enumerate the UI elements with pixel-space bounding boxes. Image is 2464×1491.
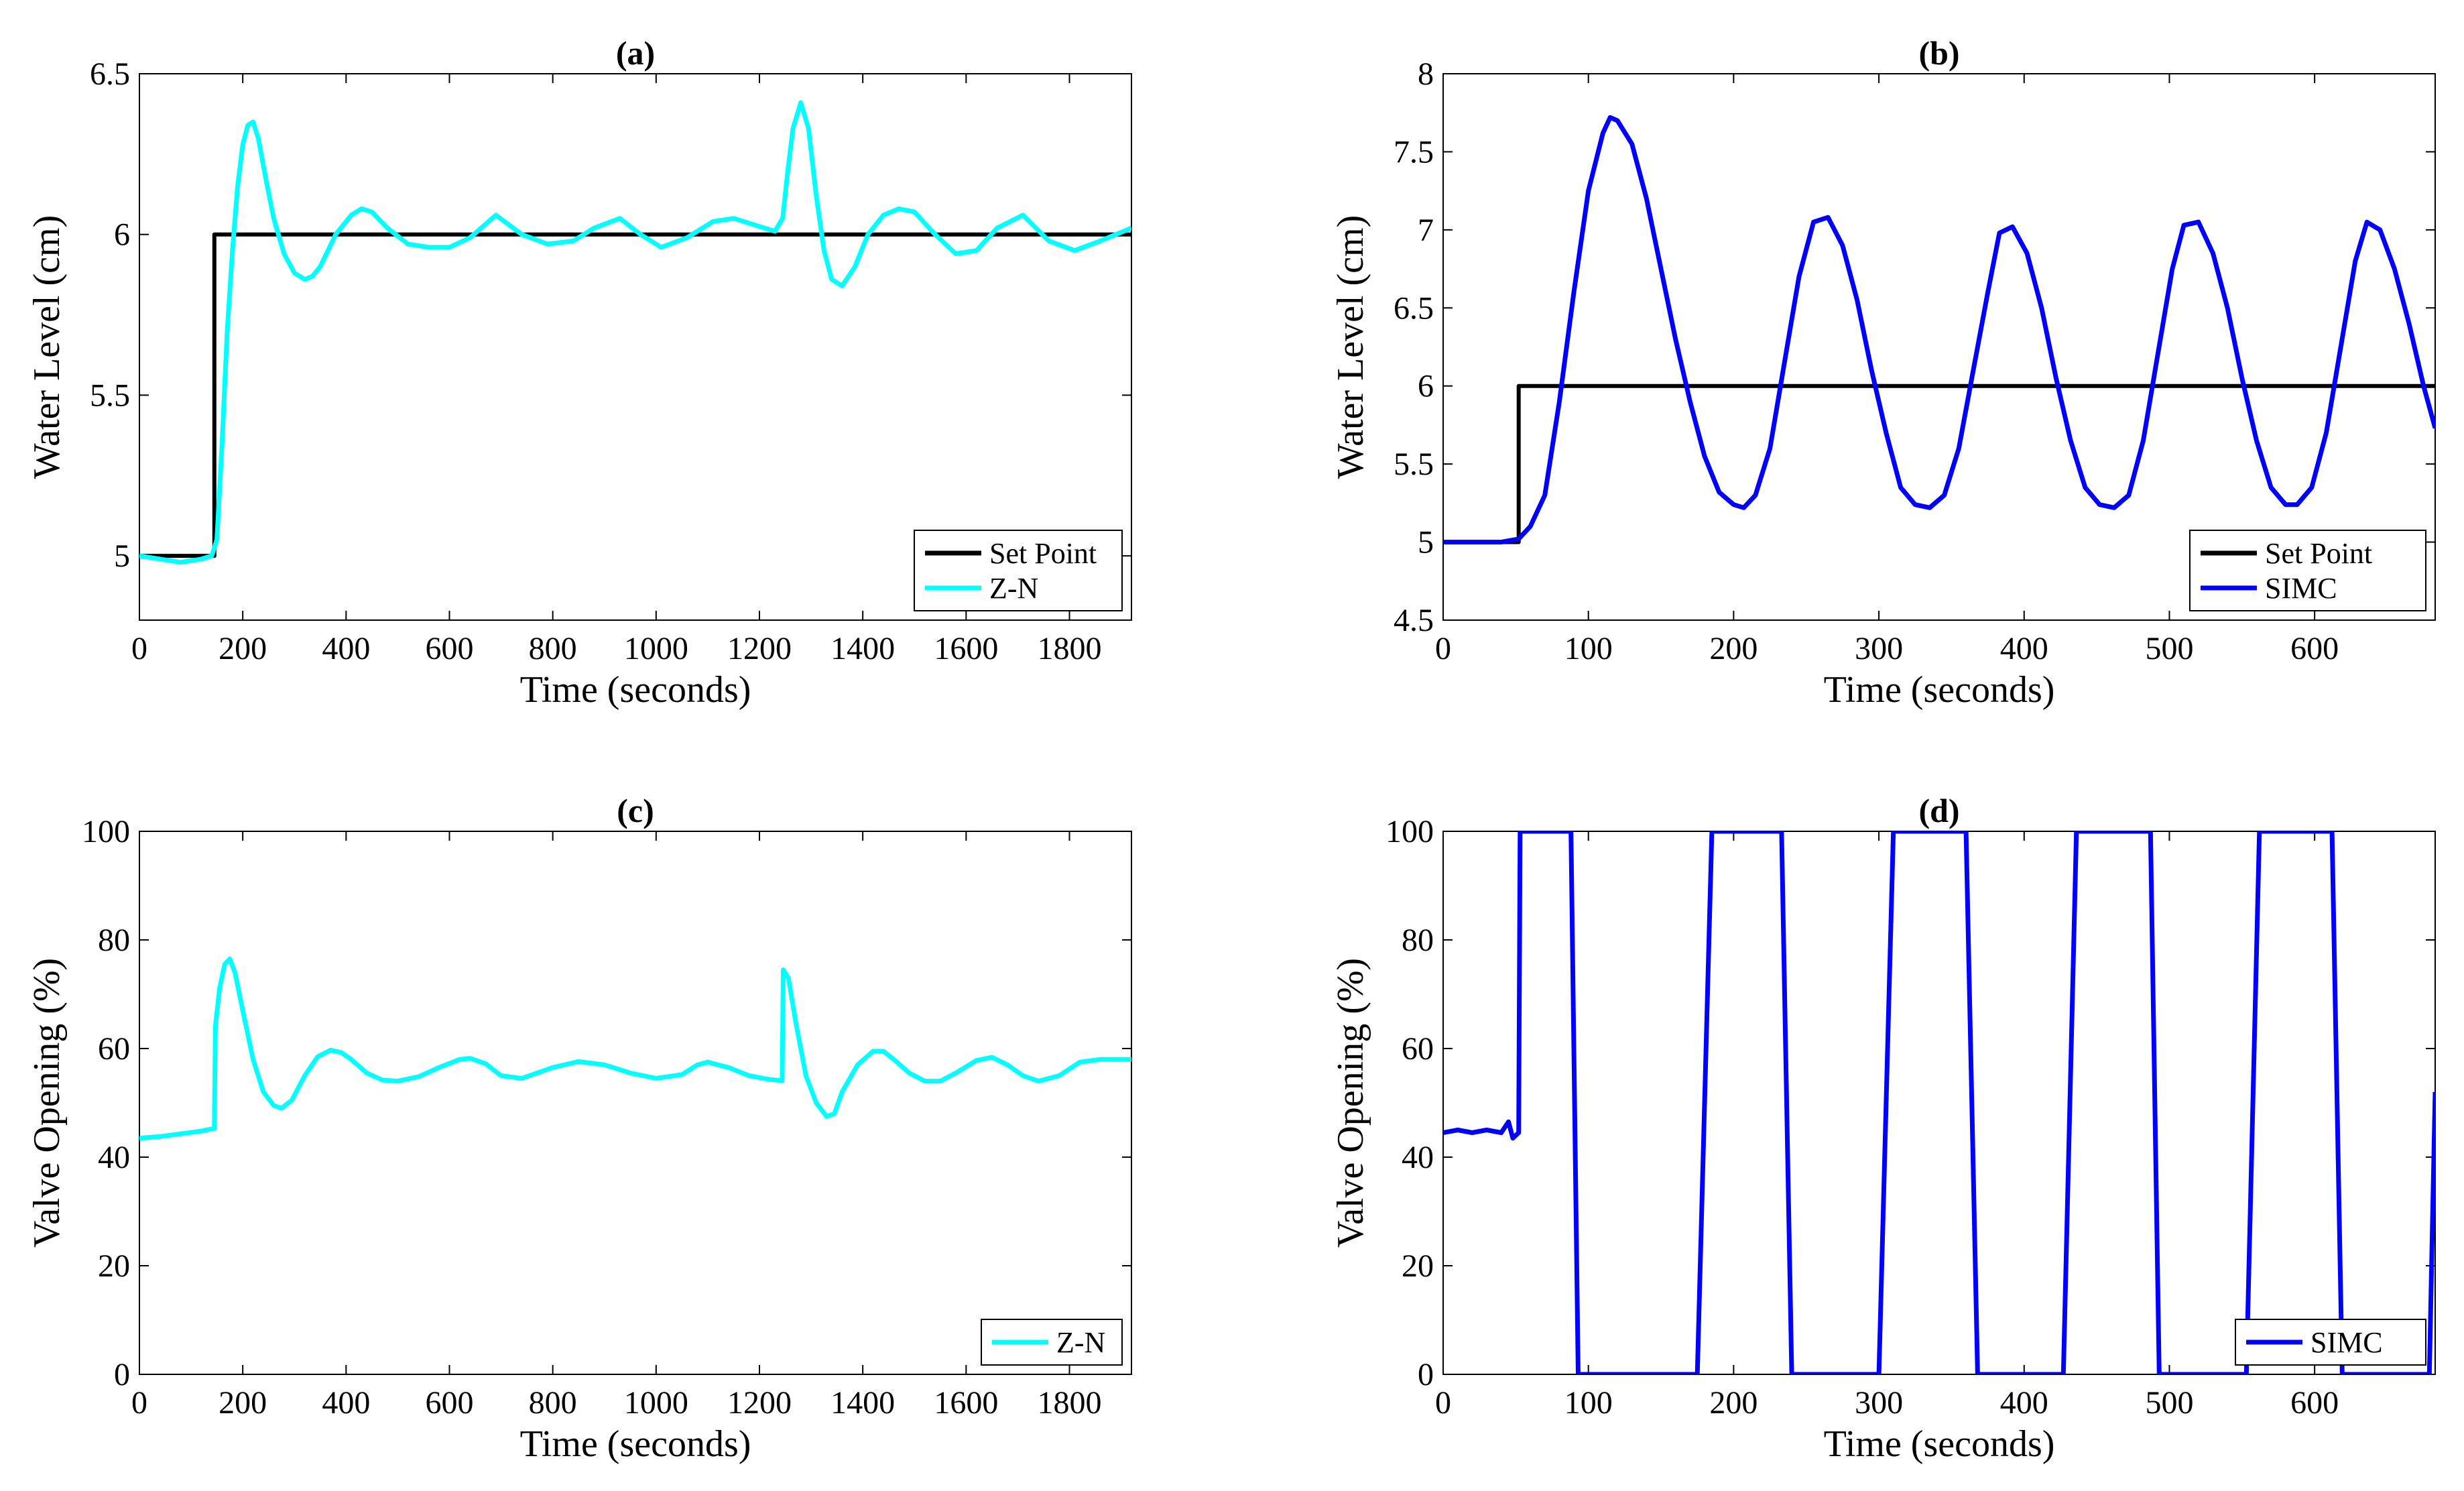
y-tick-label: 40 bbox=[1402, 1140, 1434, 1175]
x-axis-label-c: Time (seconds) bbox=[520, 1423, 751, 1465]
y-axis-label-d: Valve Opening (%) bbox=[1330, 958, 1371, 1248]
y-axis-label-c: Valve Opening (%) bbox=[26, 958, 68, 1248]
y-tick-label: 40 bbox=[98, 1140, 130, 1175]
series-line-simc bbox=[1443, 115, 2435, 545]
y-tick-label: 7 bbox=[1418, 213, 1434, 248]
y-tick-label: 4.5 bbox=[1394, 603, 1434, 638]
x-tick-label: 200 bbox=[219, 1385, 267, 1421]
legend-label: Set Point bbox=[2265, 537, 2372, 570]
legend-label: Z-N bbox=[1056, 1326, 1105, 1359]
x-tick-label: 0 bbox=[1435, 631, 1451, 666]
x-tick-label: 600 bbox=[426, 1385, 474, 1421]
x-tick-label: 400 bbox=[2000, 631, 2048, 666]
x-tick-label: 1200 bbox=[727, 631, 792, 666]
y-tick-label: 60 bbox=[1402, 1031, 1434, 1067]
x-tick-label: 0 bbox=[131, 1385, 147, 1421]
y-tick-label: 80 bbox=[98, 922, 130, 958]
y-tick-label: 100 bbox=[1385, 814, 1434, 849]
x-tick-label: 1800 bbox=[1038, 631, 1102, 666]
y-tick-label: 6.5 bbox=[90, 56, 130, 92]
x-tick-label: 600 bbox=[426, 631, 474, 666]
y-tick-label: 5.5 bbox=[1394, 446, 1434, 482]
x-tick-label: 1400 bbox=[830, 631, 895, 666]
x-tick-label: 1600 bbox=[934, 1385, 998, 1421]
chart-title-a: (a) bbox=[616, 34, 655, 72]
x-axis-label-d: Time (seconds) bbox=[1824, 1423, 2055, 1465]
series-line-simc bbox=[1443, 831, 2435, 1374]
series-line-z-n bbox=[139, 956, 1131, 1141]
panel-d: 0 100 200 300 400 500 600 0 20 40 60 80 100 (d) Time (… bbox=[1330, 792, 2436, 1465]
chart-title-b: (b) bbox=[1918, 34, 1959, 72]
x-tick-label: 200 bbox=[1709, 1385, 1758, 1421]
y-tick-label: 6 bbox=[114, 217, 130, 253]
legend-label: Set Point bbox=[989, 537, 1097, 570]
x-tick-label: 400 bbox=[2000, 1385, 2048, 1421]
x-axis-label-b: Time (seconds) bbox=[1824, 669, 2055, 711]
x-tick-label: 500 bbox=[2145, 631, 2193, 666]
y-tick-label: 20 bbox=[1402, 1248, 1434, 1284]
y-tick-label: 5 bbox=[1418, 525, 1434, 560]
legend-box bbox=[914, 530, 1123, 611]
panel-c: 0 200 400 600 800 1000 1200 1400 1600 1800 0 20 40 60… bbox=[26, 792, 1132, 1465]
y-axis-label-a: Water Level (cm) bbox=[26, 215, 68, 479]
x-tick-label: 400 bbox=[322, 631, 370, 666]
y-tick-label: 60 bbox=[98, 1031, 130, 1067]
x-tick-label: 0 bbox=[1435, 1385, 1451, 1421]
x-tick-label: 600 bbox=[2290, 1385, 2339, 1421]
axes-box-c bbox=[139, 831, 1132, 1375]
series-line-z-n bbox=[139, 100, 1131, 565]
legend-d: SIMC bbox=[2235, 1319, 2426, 1366]
chart-title-c: (c) bbox=[617, 792, 654, 829]
y-tick-label: 6 bbox=[1418, 369, 1434, 404]
chart-title-d: (d) bbox=[1918, 792, 1959, 829]
legend-label: Z-N bbox=[989, 572, 1038, 605]
y-tick-label: 8 bbox=[1418, 56, 1434, 92]
x-tick-label: 1000 bbox=[624, 631, 688, 666]
x-tick-label: 1200 bbox=[727, 1385, 792, 1421]
x-tick-label: 1400 bbox=[830, 1385, 895, 1421]
y-tick-label: 5 bbox=[114, 538, 130, 574]
y-tick-label: 20 bbox=[98, 1248, 130, 1284]
x-tick-label: 100 bbox=[1564, 631, 1613, 666]
axes-box-b bbox=[1442, 73, 2436, 621]
x-tick-label: 1800 bbox=[1038, 1385, 1102, 1421]
legend-c: Z-N bbox=[981, 1319, 1123, 1366]
x-tick-label: 300 bbox=[1855, 631, 1903, 666]
x-tick-label: 200 bbox=[1709, 631, 1758, 666]
x-tick-label: 0 bbox=[131, 631, 147, 666]
y-tick-label: 100 bbox=[82, 814, 130, 849]
x-tick-label: 1600 bbox=[934, 631, 998, 666]
legend-label: SIMC bbox=[2265, 572, 2337, 605]
axes-box-a bbox=[139, 73, 1132, 621]
panel-b: 0 100 200 300 400 500 600 4.5 5 5.5 6 6.5 7 7.5 8 (b) Ti… bbox=[1330, 34, 2436, 711]
y-tick-label: 6.5 bbox=[1394, 290, 1434, 326]
x-tick-label: 300 bbox=[1855, 1385, 1903, 1421]
x-tick-label: 1000 bbox=[624, 1385, 688, 1421]
x-tick-label: 800 bbox=[529, 631, 577, 666]
axes-box-d bbox=[1442, 831, 2436, 1375]
y-tick-label: 0 bbox=[114, 1357, 130, 1392]
y-axis-label-b: Water Level (cm) bbox=[1330, 215, 1371, 479]
x-tick-label: 400 bbox=[322, 1385, 370, 1421]
x-tick-label: 500 bbox=[2145, 1385, 2193, 1421]
x-axis-label-a: Time (seconds) bbox=[520, 669, 751, 711]
series-line-set-point bbox=[139, 232, 1131, 558]
y-tick-label: 7.5 bbox=[1394, 134, 1434, 170]
y-tick-label: 5.5 bbox=[90, 377, 130, 413]
y-tick-label: 80 bbox=[1402, 922, 1434, 958]
legend-label: SIMC bbox=[2311, 1326, 2383, 1359]
x-tick-label: 200 bbox=[219, 631, 267, 666]
y-tick-label: 0 bbox=[1418, 1357, 1434, 1392]
x-tick-label: 600 bbox=[2290, 631, 2339, 666]
x-tick-label: 800 bbox=[529, 1385, 577, 1421]
panel-a: 0 200 400 600 800 1000 1200 1400 1600 1800 5 5.5 6 6.… bbox=[26, 34, 1132, 711]
legend-box bbox=[2189, 530, 2426, 611]
x-tick-label: 100 bbox=[1564, 1385, 1613, 1421]
